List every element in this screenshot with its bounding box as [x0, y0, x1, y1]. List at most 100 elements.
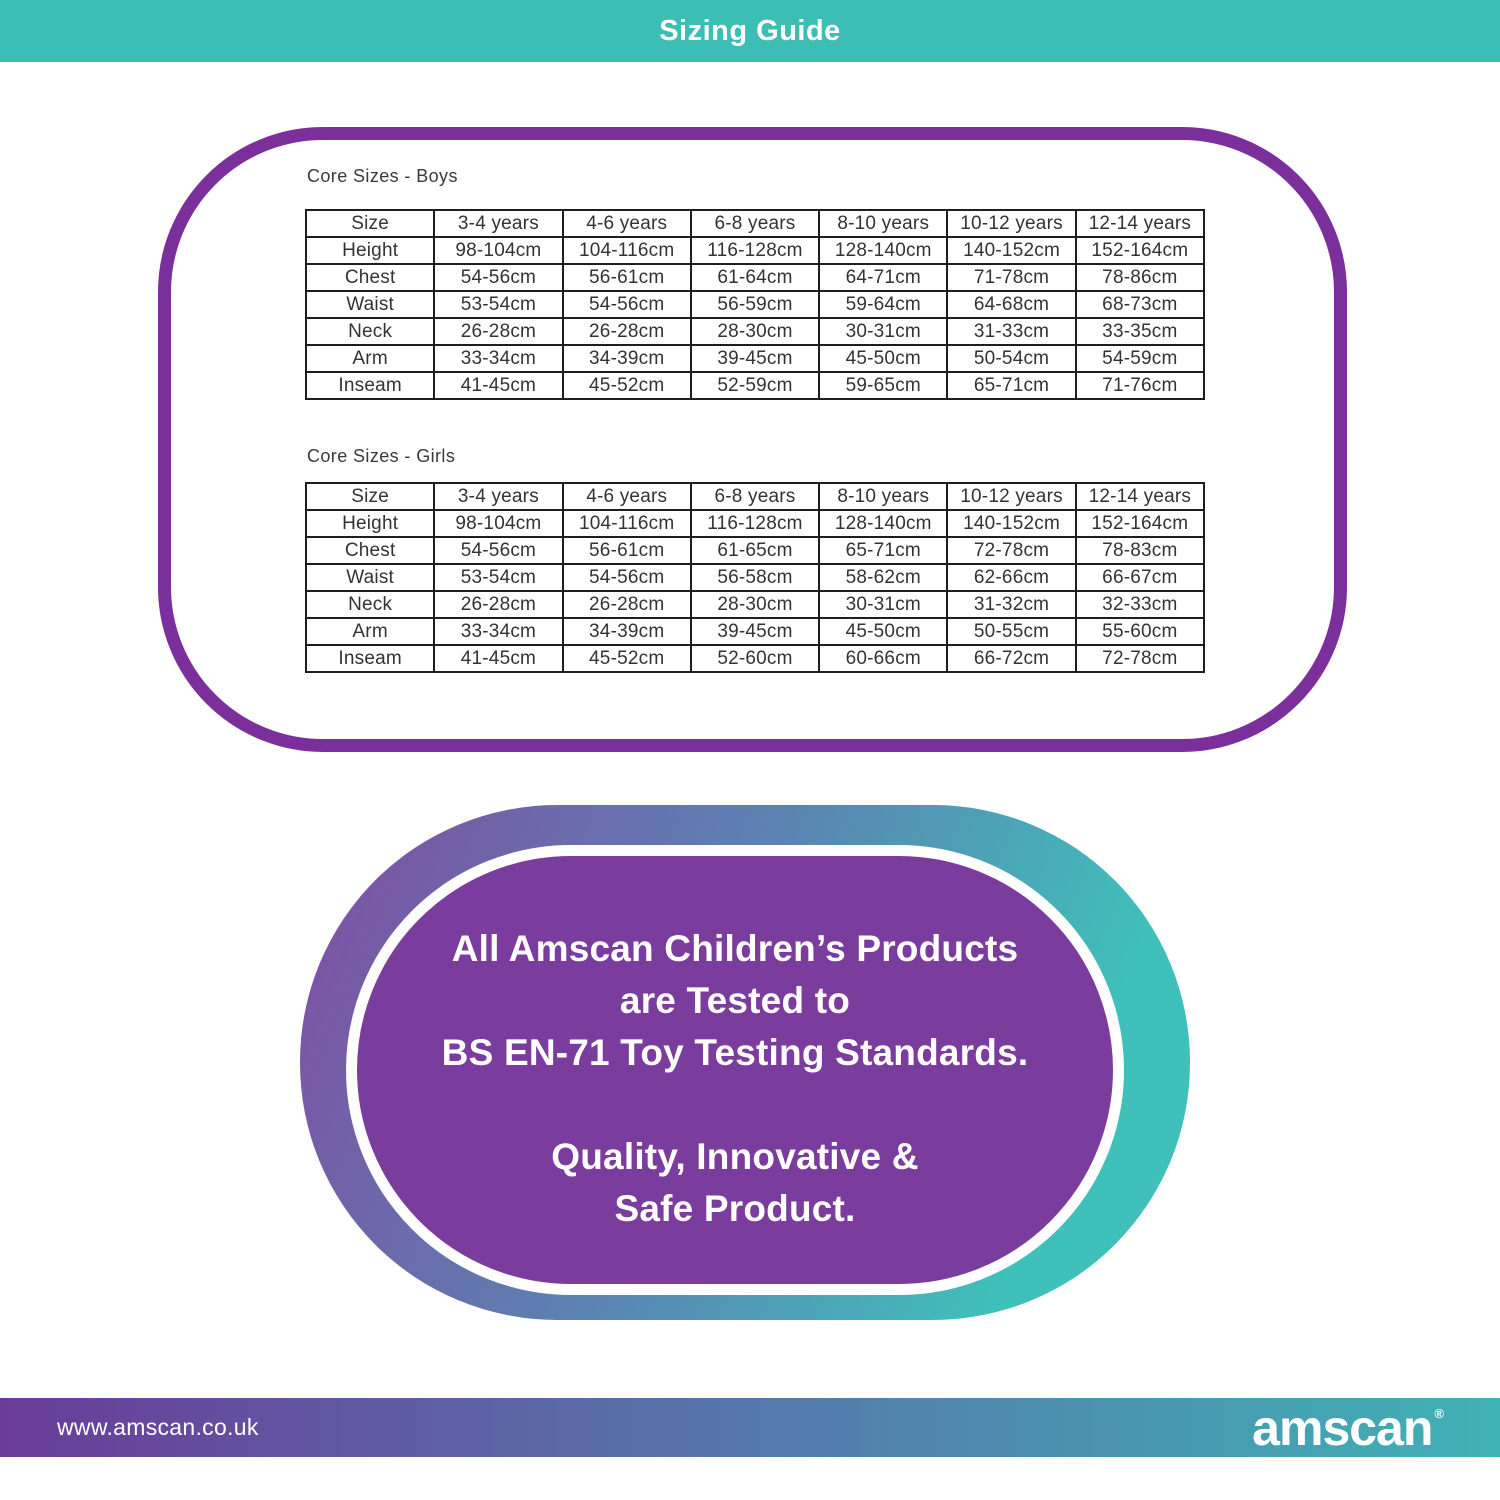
table-cell: 65-71cm	[946, 371, 1077, 400]
table-row: Height 98-104cm 104-116cm 116-128cm 128-140c…	[304, 236, 1206, 265]
page-title: Sizing Guide	[659, 14, 841, 47]
table-header-cell: Size	[304, 209, 436, 238]
table-cell: 152-164cm	[1074, 236, 1206, 265]
table-cell: 68-73cm	[1074, 290, 1206, 319]
table-row: Neck 26-28cm 26-28cm 28-30cm 30-31cm 31-32cm 3…	[304, 590, 1206, 619]
table-header-cell: 6-8 years	[689, 482, 821, 511]
table-cell: 54-56cm	[433, 536, 564, 565]
table-cell: 71-78cm	[946, 263, 1077, 292]
table-row: Height 98-104cm 104-116cm 116-128cm 128-140c…	[304, 509, 1206, 538]
table-cell: 78-83cm	[1074, 536, 1206, 565]
table-cell: 52-59cm	[689, 371, 821, 400]
table-cell: 116-128cm	[689, 236, 821, 265]
table-cell: 116-128cm	[689, 509, 821, 538]
table-row: Chest 54-56cm 56-61cm 61-65cm 65-71cm 72-78cm…	[304, 536, 1206, 565]
table-cell: 64-68cm	[946, 290, 1077, 319]
table-cell: 72-78cm	[1074, 644, 1206, 673]
table-row: Chest 54-56cm 56-61cm 61-64cm 64-71cm 71-78cm…	[304, 263, 1206, 292]
table-cell: 104-116cm	[561, 509, 692, 538]
table-cell: 30-31cm	[818, 590, 949, 619]
table-cell: 54-56cm	[561, 290, 692, 319]
table-header-row: Size 3-4 years 4-6 years 6-8 years 8-10 year…	[304, 482, 1206, 511]
table-cell: Waist	[304, 563, 436, 592]
boys-table-title: Core Sizes - Boys	[307, 166, 458, 186]
table-cell: 98-104cm	[433, 509, 564, 538]
certification-badge: All Amscan Children’s Products are Teste…	[300, 805, 1190, 1320]
registered-trademark-icon: ®	[1434, 1406, 1444, 1421]
table-header-cell: 12-14 years	[1074, 209, 1206, 238]
table-cell: Arm	[304, 617, 436, 646]
table-cell: 59-64cm	[818, 290, 949, 319]
table-cell: 32-33cm	[1074, 590, 1206, 619]
table-header-cell: 10-12 years	[946, 209, 1077, 238]
table-cell: 140-152cm	[946, 509, 1077, 538]
table-header-cell: 4-6 years	[561, 482, 692, 511]
table-cell: 34-39cm	[561, 617, 692, 646]
table-header-row: Size 3-4 years 4-6 years 6-8 years 8-10 year…	[304, 209, 1206, 238]
table-row: Arm 33-34cm 34-39cm 39-45cm 45-50cm 50-54cm 54…	[304, 344, 1206, 373]
table-cell: Neck	[304, 317, 436, 346]
table-cell: 31-32cm	[946, 590, 1077, 619]
table-cell: 30-31cm	[818, 317, 949, 346]
table-cell: 54-56cm	[561, 563, 692, 592]
table-cell: 128-140cm	[818, 236, 949, 265]
header-bar: Sizing Guide	[0, 0, 1500, 62]
table-cell: 26-28cm	[433, 317, 564, 346]
table-cell: 41-45cm	[433, 644, 564, 673]
table-cell: 53-54cm	[433, 563, 564, 592]
table-cell: 33-34cm	[433, 344, 564, 373]
table-cell: 55-60cm	[1074, 617, 1206, 646]
table-cell: 34-39cm	[561, 344, 692, 373]
table-cell: 39-45cm	[689, 344, 821, 373]
table-cell: 60-66cm	[818, 644, 949, 673]
certification-badge-inner: All Amscan Children’s Products are Teste…	[346, 845, 1124, 1295]
table-cell: 140-152cm	[946, 236, 1077, 265]
table-cell: 61-65cm	[689, 536, 821, 565]
table-cell: Height	[304, 509, 436, 538]
table-cell: 54-56cm	[433, 263, 564, 292]
badge-line-5: Safe Product.	[614, 1188, 856, 1229]
table-cell: 31-33cm	[946, 317, 1077, 346]
table-cell: 53-54cm	[433, 290, 564, 319]
badge-line-1: All Amscan Children’s Products	[451, 928, 1019, 969]
table-cell: 58-62cm	[818, 563, 949, 592]
table-row: Neck 26-28cm 26-28cm 28-30cm 30-31cm 31-33cm 3…	[304, 317, 1206, 346]
table-cell: 33-35cm	[1074, 317, 1206, 346]
table-header-cell: Size	[304, 482, 436, 511]
table-row: Arm 33-34cm 34-39cm 39-45cm 45-50cm 50-55cm 55…	[304, 617, 1206, 646]
table-header-cell: 12-14 years	[1074, 482, 1206, 511]
table-cell: 98-104cm	[433, 236, 564, 265]
table-cell: 128-140cm	[818, 509, 949, 538]
table-header-cell: 8-10 years	[818, 209, 949, 238]
table-cell: 152-164cm	[1074, 509, 1206, 538]
table-cell: 61-64cm	[689, 263, 821, 292]
table-cell: Inseam	[304, 371, 436, 400]
badge-quality-statement: Quality, Innovative & Safe Product.	[551, 1131, 918, 1235]
badge-testing-statement: All Amscan Children’s Products are Teste…	[442, 923, 1029, 1079]
table-row: Waist 53-54cm 54-56cm 56-59cm 59-64cm 64-68cm…	[304, 290, 1206, 319]
table-cell: 71-76cm	[1074, 371, 1206, 400]
table-cell: 45-50cm	[818, 617, 949, 646]
table-cell: 26-28cm	[561, 590, 692, 619]
table-cell: 41-45cm	[433, 371, 564, 400]
table-cell: Chest	[304, 263, 436, 292]
table-cell: Chest	[304, 536, 436, 565]
table-cell: 54-59cm	[1074, 344, 1206, 373]
table-cell: 59-65cm	[818, 371, 949, 400]
table-cell: 28-30cm	[689, 317, 821, 346]
boys-size-table: Size 3-4 years 4-6 years 6-8 years 8-10 year…	[304, 209, 1206, 400]
table-cell: 50-55cm	[946, 617, 1077, 646]
table-header-cell: 6-8 years	[689, 209, 821, 238]
table-header-cell: 4-6 years	[561, 209, 692, 238]
website-url: www.amscan.co.uk	[57, 1414, 259, 1440]
table-cell: 56-59cm	[689, 290, 821, 319]
table-cell: 33-34cm	[433, 617, 564, 646]
table-row: Inseam 41-45cm 45-52cm 52-60cm 60-66cm 66-72c…	[304, 644, 1206, 673]
brand-logo-text: amscan	[1252, 1399, 1433, 1456]
table-cell: 26-28cm	[561, 317, 692, 346]
girls-size-table: Size 3-4 years 4-6 years 6-8 years 8-10 year…	[304, 482, 1206, 673]
table-cell: 62-66cm	[946, 563, 1077, 592]
table-header-cell: 10-12 years	[946, 482, 1077, 511]
table-row: Inseam 41-45cm 45-52cm 52-59cm 59-65cm 65-71c…	[304, 371, 1206, 400]
table-cell: 66-72cm	[946, 644, 1077, 673]
